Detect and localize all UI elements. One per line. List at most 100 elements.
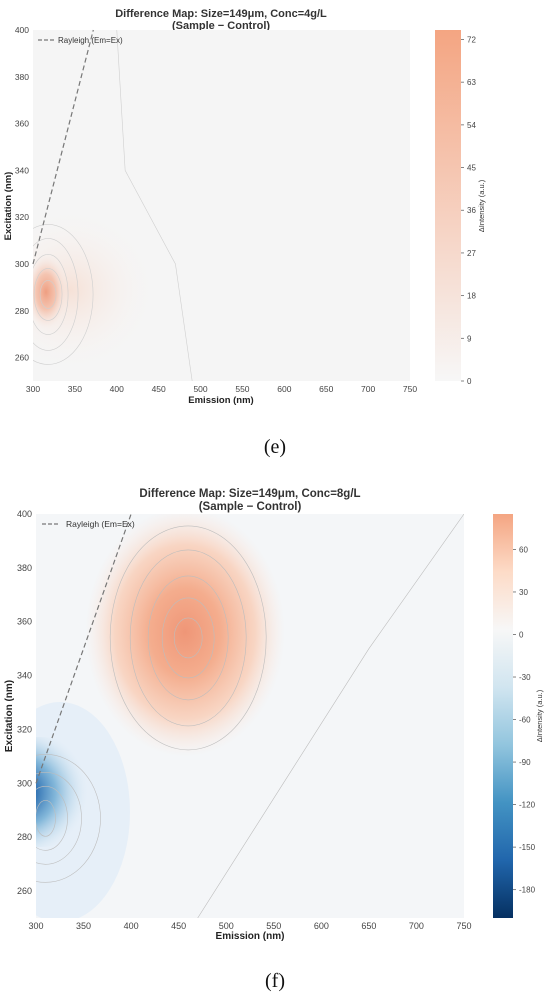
colorbar-tick-label: 45 bbox=[467, 164, 476, 173]
x-tick-label: 750 bbox=[456, 921, 471, 931]
y-ticks: 260 280 300 320 340 360 380 400 bbox=[15, 25, 29, 363]
chart-title: Difference Map: Size=149μm, Conc=8g/L bbox=[139, 488, 360, 500]
heatmap-fill bbox=[33, 30, 193, 381]
x-axis-label: Emission (nm) bbox=[216, 931, 285, 942]
x-tick-label: 500 bbox=[193, 384, 207, 394]
difference-map-chart-e: Difference Map: Size=149μm, Conc=4g/L (S… bbox=[3, 8, 486, 406]
contour bbox=[109, 525, 267, 751]
x-tick-label: 700 bbox=[361, 384, 375, 394]
y-axis-label: Excitation (nm) bbox=[4, 680, 15, 752]
colorbar-ticks: -180 -150 -120 -90 -60 -30 0 30 60 bbox=[513, 545, 536, 895]
x-ticks: 300 350 400 450 500 550 600 650 700 750 bbox=[28, 921, 471, 931]
colorbar bbox=[435, 30, 461, 381]
negative-region bbox=[36, 737, 100, 847]
contour bbox=[33, 268, 63, 321]
colorbar-tick-label: 9 bbox=[467, 334, 472, 343]
colorbar-tick-label: 18 bbox=[467, 292, 476, 301]
colorbar-tick-label: 54 bbox=[467, 121, 476, 130]
peak-region bbox=[33, 252, 68, 332]
y-tick-label: 280 bbox=[15, 306, 29, 316]
y-tick-label: 320 bbox=[15, 212, 29, 222]
y-tick-label: 340 bbox=[15, 165, 29, 175]
y-tick-label: 380 bbox=[17, 563, 32, 573]
y-tick-label: 320 bbox=[17, 724, 32, 734]
y-tick-label: 360 bbox=[17, 617, 32, 627]
contour bbox=[39, 280, 57, 309]
y-tick-label: 300 bbox=[15, 259, 29, 269]
y-ticks: 260 280 300 320 340 360 380 400 bbox=[17, 509, 32, 896]
x-tick-label: 350 bbox=[68, 384, 82, 394]
contour-lines bbox=[33, 30, 193, 381]
x-tick-label: 400 bbox=[124, 921, 139, 931]
colorbar-tick-label: 72 bbox=[467, 35, 476, 44]
chart-title: Difference Map: Size=149μm, Conc=4g/L bbox=[115, 8, 327, 20]
contour bbox=[197, 514, 464, 918]
panel-label-e: (e) bbox=[263, 436, 287, 458]
contour-lines bbox=[36, 514, 464, 918]
colorbar-tick-label: 60 bbox=[519, 545, 528, 554]
positive-region bbox=[85, 514, 285, 757]
y-axis-label: Excitation (nm) bbox=[3, 172, 14, 241]
x-tick-label: 750 bbox=[403, 384, 417, 394]
chart-subtitle: (Sample − Control) bbox=[172, 20, 270, 32]
colorbar-ticks: 0 9 18 27 36 45 54 63 72 bbox=[461, 35, 476, 386]
y-tick-label: 380 bbox=[15, 72, 29, 82]
colorbar-tick-label: 0 bbox=[519, 630, 524, 639]
colorbar-tick-label: -90 bbox=[519, 758, 531, 767]
x-tick-label: 450 bbox=[171, 921, 186, 931]
contour bbox=[36, 772, 82, 865]
y-tick-label: 280 bbox=[17, 832, 32, 842]
legend-label: Rayleigh (Em=Ex) bbox=[58, 36, 123, 45]
colorbar-tick-label: 63 bbox=[467, 78, 476, 87]
heatmap-fill bbox=[36, 514, 464, 918]
x-tick-label: 700 bbox=[409, 921, 424, 931]
x-tick-label: 600 bbox=[314, 921, 329, 931]
contour bbox=[116, 30, 193, 381]
y-tick-label: 400 bbox=[15, 25, 29, 35]
contour bbox=[173, 617, 203, 659]
contour bbox=[161, 597, 215, 679]
contour bbox=[129, 549, 247, 727]
legend: Rayleigh (Em=Ex) bbox=[38, 36, 123, 45]
colorbar-tick-label: 36 bbox=[467, 206, 476, 215]
chart-subtitle: (Sample − Control) bbox=[199, 501, 302, 513]
x-tick-label: 300 bbox=[26, 384, 40, 394]
colorbar-tick-label: 0 bbox=[467, 377, 472, 386]
contour bbox=[36, 754, 101, 883]
colorbar-label: ΔIntensity (a.u.) bbox=[477, 179, 486, 232]
legend-label: Rayleigh (Em=Ex) bbox=[66, 519, 135, 529]
colorbar-tick-label: -60 bbox=[519, 716, 531, 725]
x-ticks: 300 350 400 450 500 550 600 650 700 750 bbox=[26, 384, 417, 394]
colorbar-tick-label: -150 bbox=[519, 843, 536, 852]
difference-map-chart-f: Difference Map: Size=149μm, Conc=8g/L (S… bbox=[4, 488, 544, 942]
x-tick-label: 500 bbox=[219, 921, 234, 931]
colorbar-tick-label: 30 bbox=[519, 588, 528, 597]
x-tick-label: 600 bbox=[277, 384, 291, 394]
contour bbox=[36, 800, 56, 837]
x-tick-label: 450 bbox=[152, 384, 166, 394]
colorbar bbox=[493, 514, 513, 918]
y-tick-label: 260 bbox=[17, 886, 32, 896]
rayleigh-line bbox=[32, 29, 94, 265]
colorbar-label: ΔIntensity (a.u.) bbox=[535, 689, 544, 742]
x-tick-label: 400 bbox=[110, 384, 124, 394]
contour bbox=[33, 254, 69, 335]
x-tick-label: 550 bbox=[266, 921, 281, 931]
colorbar-tick-label: -180 bbox=[519, 886, 536, 895]
panel-label-f: (f) bbox=[265, 970, 285, 992]
contour bbox=[33, 224, 94, 365]
legend: Rayleigh (Em=Ex) bbox=[42, 519, 135, 529]
x-tick-label: 650 bbox=[319, 384, 333, 394]
contour bbox=[33, 238, 79, 351]
contour bbox=[147, 575, 229, 701]
x-tick-label: 550 bbox=[235, 384, 249, 394]
y-tick-label: 340 bbox=[17, 671, 32, 681]
colorbar-tick-label: -30 bbox=[519, 673, 531, 682]
x-tick-label: 300 bbox=[28, 921, 43, 931]
x-axis-label: Emission (nm) bbox=[188, 395, 253, 406]
contour bbox=[36, 786, 68, 851]
colorbar-tick-label: 27 bbox=[467, 249, 476, 258]
y-tick-label: 300 bbox=[17, 778, 32, 788]
colorbar-tick-label: -120 bbox=[519, 801, 536, 810]
y-tick-label: 360 bbox=[15, 119, 29, 129]
